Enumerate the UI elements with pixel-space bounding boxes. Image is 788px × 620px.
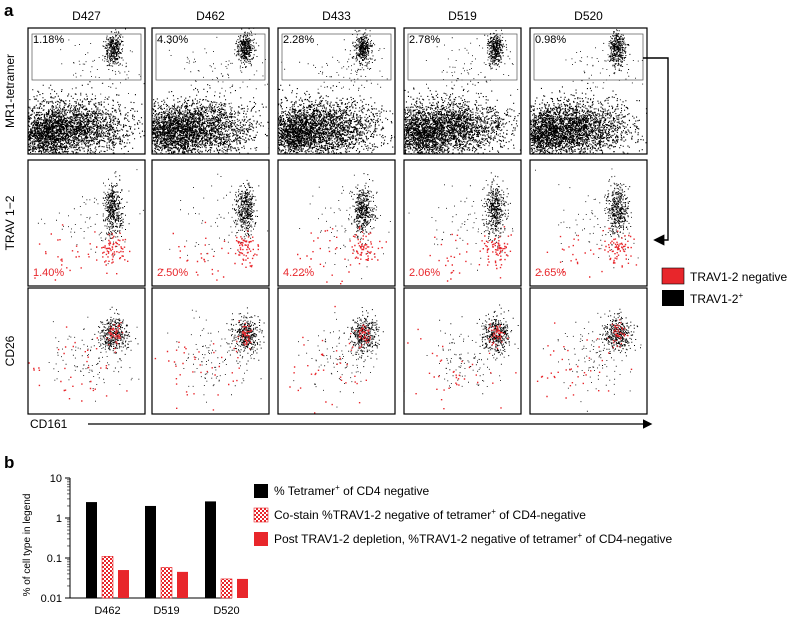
bar-d519-series-2 (160, 567, 173, 599)
row-label-trav1-2: TRAV 1−2 (3, 195, 17, 250)
bar-d520-series-2 (220, 578, 233, 599)
y-tick-label: 10 (50, 473, 62, 485)
tetramer-percent-d433: 2.28% (283, 34, 314, 46)
tetramer-gate (533, 33, 644, 81)
x-tick-label-d520: D520 (213, 605, 239, 617)
trav-negative-percent-d520: 2.65% (535, 267, 566, 279)
tetramer-gate (31, 33, 142, 81)
x-tick-label-d462: D462 (94, 605, 120, 617)
chart-legend-label-3: Post TRAV1-2 depletion, %TRAV1-2 negativ… (274, 531, 673, 546)
legend-swatch-negative (661, 267, 685, 285)
flow-plot-r1-d462: 4.30% (151, 27, 270, 155)
row-labels: MR1-tetramer TRAV 1−2 CD26 (3, 54, 17, 366)
panel-a-legend: TRAV1-2 negative TRAV1-2+ (661, 267, 787, 306)
tetramer-gate (281, 33, 392, 81)
flow-plot-r3-d520 (529, 287, 648, 415)
bar-d519-series-1 (145, 505, 156, 598)
chart-legend-swatch-1 (254, 484, 268, 498)
x-tick-label-d519: D519 (153, 605, 179, 617)
donor-title-d433: D433 (322, 9, 351, 23)
flow-plot-r3-d519 (403, 287, 522, 415)
donor-title-d462: D462 (196, 9, 225, 23)
bar-d462-series-1 (86, 502, 97, 598)
bar-d462-series-3 (118, 570, 129, 598)
flow-plot-r3-d462 (151, 287, 270, 415)
donor-title-d520: D520 (574, 9, 603, 23)
bar-chart: 10 1 0.1 0.01 D462 D519 D520 (41, 473, 248, 617)
donor-title-d427: D427 (72, 9, 101, 23)
legend-label-negative: TRAV1-2 negative (690, 270, 787, 284)
flow-plot-r2-d520: 2.65% (529, 159, 648, 287)
bar-d520-series-1 (205, 501, 216, 598)
chart-legend: % Tetramer+ of CD4 negative Co-stain %TRA… (253, 483, 673, 546)
chart-y-axis-label: % of cell type in legend (22, 494, 33, 597)
flow-plot-grid: 1.18% 4.30% 2.28% 2.78% 0.98% 1.40% 2.50% 4.22%… (27, 27, 648, 415)
row-label-cd26: CD26 (3, 335, 17, 366)
gate-connector-arrow (643, 57, 669, 246)
flow-plot-r3-d427 (27, 287, 146, 415)
chart-legend-swatch-2 (253, 507, 269, 523)
panel-a-label: a (4, 1, 14, 20)
bar-d519-series-3 (177, 571, 188, 598)
tetramer-percent-d462: 4.30% (157, 34, 188, 46)
flow-plot-r1-d433: 2.28% (277, 27, 396, 155)
donor-titles: D427 D462 D433 D519 D520 (72, 9, 603, 23)
trav-negative-percent-d462: 2.50% (157, 267, 188, 279)
y-tick-label: 1 (56, 513, 62, 525)
flow-plot-r2-d462: 2.50% (151, 159, 270, 287)
tetramer-gate (407, 33, 518, 81)
trav-negative-percent-d433: 4.22% (283, 267, 314, 279)
panel-b-label: b (4, 453, 14, 472)
flow-plot-r2-d427: 1.40% (27, 159, 146, 287)
tetramer-percent-d520: 0.98% (535, 34, 566, 46)
bar-d462-series-2 (101, 556, 114, 599)
flow-plot-r1-d519: 2.78% (403, 27, 522, 155)
chart-legend-swatch-3 (254, 532, 268, 546)
flow-plot-r2-d519: 2.06% (403, 159, 522, 287)
legend-label-positive: TRAV1-2+ (690, 291, 743, 306)
tetramer-percent-d519: 2.78% (409, 34, 440, 46)
tetramer-percent-d427: 1.18% (33, 34, 64, 46)
row-label-mr1-tetramer: MR1-tetramer (3, 54, 17, 128)
y-tick-label: 0.01 (41, 593, 62, 605)
donor-title-d519: D519 (448, 9, 477, 23)
flow-plot-r1-d427: 1.18% (27, 27, 146, 155)
trav-negative-percent-d519: 2.06% (409, 267, 440, 279)
flow-plot-r2-d433: 4.22% (277, 159, 396, 287)
chart-legend-label-1: % Tetramer+ of CD4 negative (274, 483, 430, 498)
tetramer-gate (155, 33, 266, 81)
bar-d520-series-3 (237, 578, 248, 598)
y-tick-label: 0.1 (47, 553, 62, 565)
legend-swatch-positive (662, 290, 684, 306)
trav-negative-percent-d427: 1.40% (33, 267, 64, 279)
flow-plot-r1-d520: 0.98% (529, 27, 648, 155)
chart-legend-label-2: Co-stain %TRAV1-2 negative of tetramer+ … (274, 507, 586, 522)
x-axis-label-cd161: CD161 (30, 417, 68, 431)
flow-plot-r3-d433 (277, 287, 396, 415)
